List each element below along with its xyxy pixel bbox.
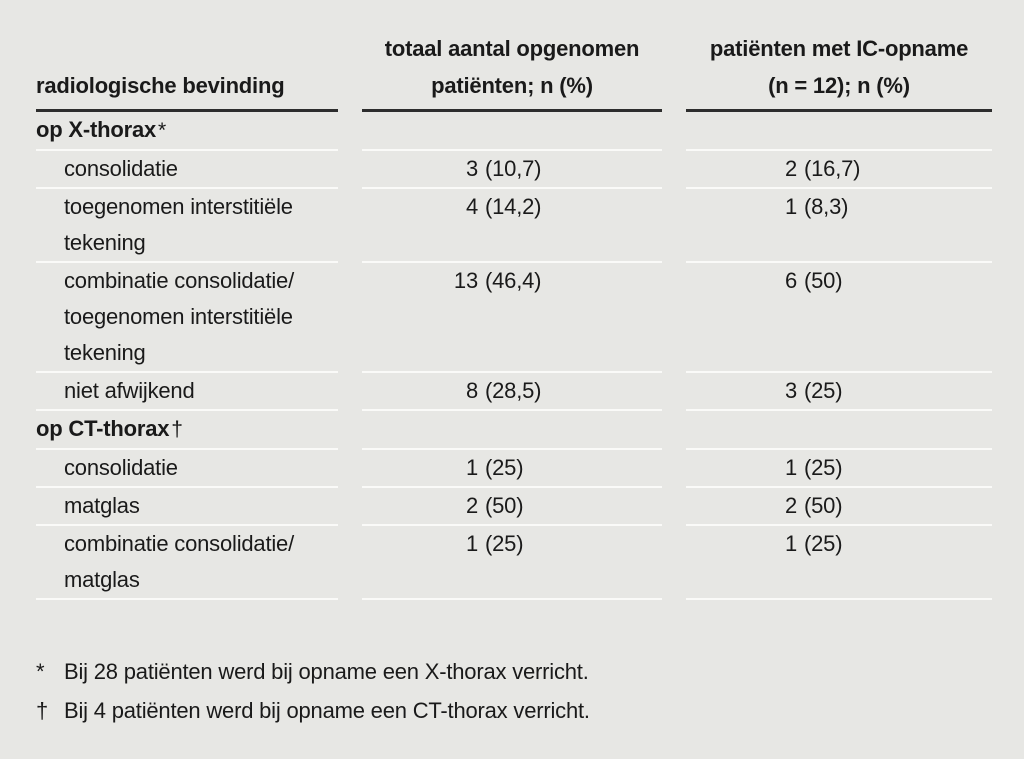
radiology-findings-table: radiologische bevinding totaal aantal op…	[36, 20, 992, 600]
section-header-row: op CT-thorax†	[36, 411, 992, 450]
total-percentage: (28,5)	[485, 378, 542, 403]
column-header-line1: totaal aantal opgenomen	[384, 36, 640, 61]
total-cell: 2 (50)	[362, 488, 662, 526]
ic-percentage: (16,7)	[804, 156, 861, 181]
finding-cell: combinatie consolidatie/matglas	[36, 526, 338, 600]
table-header-row: radiologische bevinding totaal aantal op…	[36, 20, 992, 112]
ic-cell: 1 (25)	[686, 526, 992, 600]
ic-cell: 2 (50)	[686, 488, 992, 526]
column-header-ic: patiënten met IC-opname (n = 12); n (%)	[686, 20, 992, 112]
finding-line: matglas	[64, 567, 140, 592]
empty-cell	[362, 411, 662, 450]
finding-line: consolidatie	[64, 156, 178, 181]
ic-percentage: (25)	[804, 378, 843, 403]
ic-percentage: (50)	[804, 493, 843, 518]
table-row: consolidatie 3 (10,7) 2 (16,7)	[36, 151, 992, 189]
column-header-finding: radiologische bevinding	[36, 20, 338, 112]
finding-line: consolidatie	[64, 455, 178, 480]
total-count: 8	[465, 378, 478, 403]
total-cell: 3 (10,7)	[362, 151, 662, 189]
ic-cell: 1 (25)	[686, 450, 992, 488]
ic-count: 1	[784, 455, 797, 480]
section-title: op CT-thorax	[36, 416, 170, 441]
finding-cell: toegenomen interstitiële tekening	[36, 189, 338, 263]
footnote-marker: *	[36, 659, 45, 684]
ic-percentage: (8,3)	[804, 194, 849, 219]
ic-count: 1	[784, 531, 797, 556]
total-count: 3	[465, 156, 478, 181]
column-header-total: totaal aantal opgenomen patiënten; n (%)	[362, 20, 662, 112]
total-count: 1	[465, 455, 478, 480]
finding-line: matglas	[64, 493, 140, 518]
ic-count: 2	[784, 156, 797, 181]
footnote: * Bij 28 patiënten werd bij opname een X…	[36, 652, 1024, 691]
table-row: matglas 2 (50) 2 (50)	[36, 488, 992, 526]
ic-cell: 1 (8,3)	[686, 189, 992, 263]
ic-count: 3	[784, 378, 797, 403]
total-percentage: (50)	[485, 493, 524, 518]
column-header-line1: patiënten met IC-opname	[709, 36, 969, 61]
finding-line: tekening	[64, 230, 146, 255]
section-title-cell: op CT-thorax†	[36, 411, 338, 450]
total-percentage: (25)	[485, 455, 524, 480]
total-count: 2	[465, 493, 478, 518]
table-row: combinatie consolidatie/toegenomen inter…	[36, 263, 992, 373]
empty-cell	[362, 112, 662, 151]
total-percentage: (14,2)	[485, 194, 542, 219]
total-cell: 1 (25)	[362, 450, 662, 488]
total-percentage: (25)	[485, 531, 524, 556]
finding-line: niet afwijkend	[64, 378, 195, 403]
total-cell: 8 (28,5)	[362, 373, 662, 411]
table-row: toegenomen interstitiële tekening 4 (14,2) 1…	[36, 189, 992, 263]
footnote-marker: †	[36, 698, 49, 723]
table-row: consolidatie 1 (25) 1 (25)	[36, 450, 992, 488]
finding-line: toegenomen interstitiële	[64, 194, 293, 219]
table-body: op X-thorax* consolidatie 3 (10,7) 2 (16,7) to…	[36, 112, 992, 600]
ic-count: 6	[784, 268, 797, 293]
column-header-line2: (n = 12); n (%)	[768, 73, 910, 98]
total-cell: 4 (14,2)	[362, 189, 662, 263]
empty-cell	[686, 411, 992, 450]
ic-count: 2	[784, 493, 797, 518]
section-title: op X-thorax	[36, 117, 157, 142]
column-header-label: radiologische bevinding	[36, 73, 285, 98]
ic-cell: 6 (50)	[686, 263, 992, 373]
footnotes: * Bij 28 patiënten werd bij opname een X…	[0, 652, 1024, 730]
ic-cell: 3 (25)	[686, 373, 992, 411]
table-row: niet afwijkend 8 (28,5) 3 (25)	[36, 373, 992, 411]
section-title-cell: op X-thorax*	[36, 112, 338, 151]
total-cell: 13 (46,4)	[362, 263, 662, 373]
section-footnote-marker: †	[171, 418, 183, 441]
finding-cell: matglas	[36, 488, 338, 526]
total-count: 4	[465, 194, 478, 219]
finding-line: combinatie consolidatie/	[64, 268, 295, 293]
section-header-row: op X-thorax*	[36, 112, 992, 151]
finding-line: tekening	[64, 340, 146, 365]
ic-count: 1	[784, 194, 797, 219]
table-row: combinatie consolidatie/matglas 1 (25) 1 (25…	[36, 526, 992, 600]
total-count: 1	[465, 531, 478, 556]
footnote-text: Bij 28 patiënten werd bij opname een X-t…	[64, 659, 589, 684]
finding-cell: niet afwijkend	[36, 373, 338, 411]
footnote-text: Bij 4 patiënten werd bij opname een CT-t…	[64, 698, 590, 723]
ic-percentage: (25)	[804, 455, 843, 480]
total-percentage: (10,7)	[485, 156, 542, 181]
finding-line: combinatie consolidatie/	[64, 531, 295, 556]
section-footnote-marker: *	[158, 119, 167, 142]
finding-cell: consolidatie	[36, 151, 338, 189]
ic-percentage: (25)	[804, 531, 843, 556]
total-count: 13	[453, 268, 478, 293]
total-percentage: (46,4)	[485, 268, 542, 293]
empty-cell	[686, 112, 992, 151]
finding-line: toegenomen interstitiële	[64, 304, 293, 329]
column-header-line2: patiënten; n (%)	[431, 73, 593, 98]
ic-percentage: (50)	[804, 268, 843, 293]
ic-cell: 2 (16,7)	[686, 151, 992, 189]
total-cell: 1 (25)	[362, 526, 662, 600]
finding-cell: consolidatie	[36, 450, 338, 488]
footnote: † Bij 4 patiënten werd bij opname een CT…	[36, 691, 1024, 730]
finding-cell: combinatie consolidatie/toegenomen inter…	[36, 263, 338, 373]
